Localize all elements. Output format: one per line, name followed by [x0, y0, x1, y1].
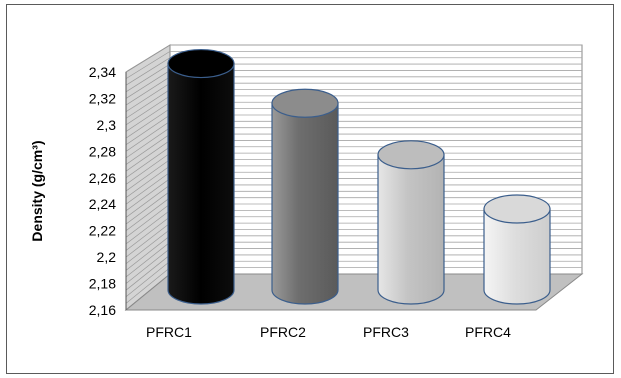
side-gridline [125, 140, 171, 172]
y-tick-labels: 2,16 2,18 2,2 2,22 2,24 2,26 2,28 2,3 2,32 2,34 [89, 64, 116, 318]
side-gridline [125, 216, 171, 251]
side-gridline [125, 229, 171, 264]
side-gridline [125, 261, 171, 298]
side-gridline [125, 171, 171, 205]
y-tick-label: 2,22 [89, 223, 116, 239]
side-gridline [125, 203, 171, 238]
side-gridline [125, 178, 171, 212]
side-gridline [125, 82, 171, 112]
y-tick-label: 2,24 [89, 196, 116, 212]
bar-top [167, 48, 235, 79]
side-gridline [125, 165, 171, 198]
y-tick-label: 2,26 [89, 170, 116, 186]
side-gridline [125, 44, 171, 73]
side-gridline [125, 108, 171, 139]
side-gridline [125, 101, 171, 132]
side-gridline [125, 191, 171, 225]
side-gridline [125, 248, 171, 284]
bar-pfrc1 [167, 48, 235, 305]
side-gridline [125, 146, 171, 179]
bar-pfrc4 [483, 194, 551, 305]
bar-top [483, 194, 551, 224]
side-gridline [125, 121, 171, 152]
side-gridline [125, 254, 171, 291]
side-gridline [125, 241, 171, 278]
side-gridline [125, 95, 171, 126]
bar-top [271, 88, 339, 118]
y-axis-title: Density (g/cm³) [29, 140, 45, 241]
y-tick-label: 2,18 [89, 276, 116, 292]
bar-body [483, 208, 551, 305]
side-gridline [125, 89, 171, 119]
x-category-label: PFRC3 [363, 324, 409, 340]
side-gridline [125, 184, 171, 218]
side-gridline [125, 51, 171, 79]
bar-pfrc2 [271, 88, 339, 305]
bar-pfrc3 [377, 140, 445, 305]
y-tick-label: 2,2 [97, 249, 117, 265]
bar-body [377, 154, 445, 305]
bars [167, 48, 551, 305]
category-labels: PFRC1 PFRC2 PFRC3 PFRC4 [146, 324, 511, 340]
y-tick-label: 2,32 [89, 90, 116, 106]
y-tick-label: 2,3 [97, 117, 117, 133]
side-gridline [125, 127, 171, 159]
side-gridline [125, 133, 171, 165]
y-tick-label: 2,16 [89, 302, 116, 318]
side-gridline [125, 159, 171, 192]
side-gridline [125, 197, 171, 231]
x-category-label: PFRC2 [260, 324, 306, 340]
side-gridline [125, 235, 171, 271]
side-gridline [125, 222, 171, 258]
bar-body [167, 62, 235, 305]
side-gridline [125, 152, 171, 185]
side-gridline [125, 267, 171, 304]
side-gridline [125, 70, 171, 99]
side-gridline [125, 57, 171, 86]
bar-body [271, 102, 339, 305]
x-category-label: PFRC1 [146, 324, 192, 340]
side-gridline [125, 76, 171, 106]
side-gridline [125, 114, 171, 146]
bar-top [377, 140, 445, 170]
y-tick-label: 2,34 [89, 64, 116, 80]
x-category-label: PFRC4 [465, 324, 511, 340]
side-gridline [125, 63, 171, 93]
side-gridline [125, 210, 171, 245]
floor [124, 273, 584, 311]
y-tick-label: 2,28 [89, 143, 116, 159]
